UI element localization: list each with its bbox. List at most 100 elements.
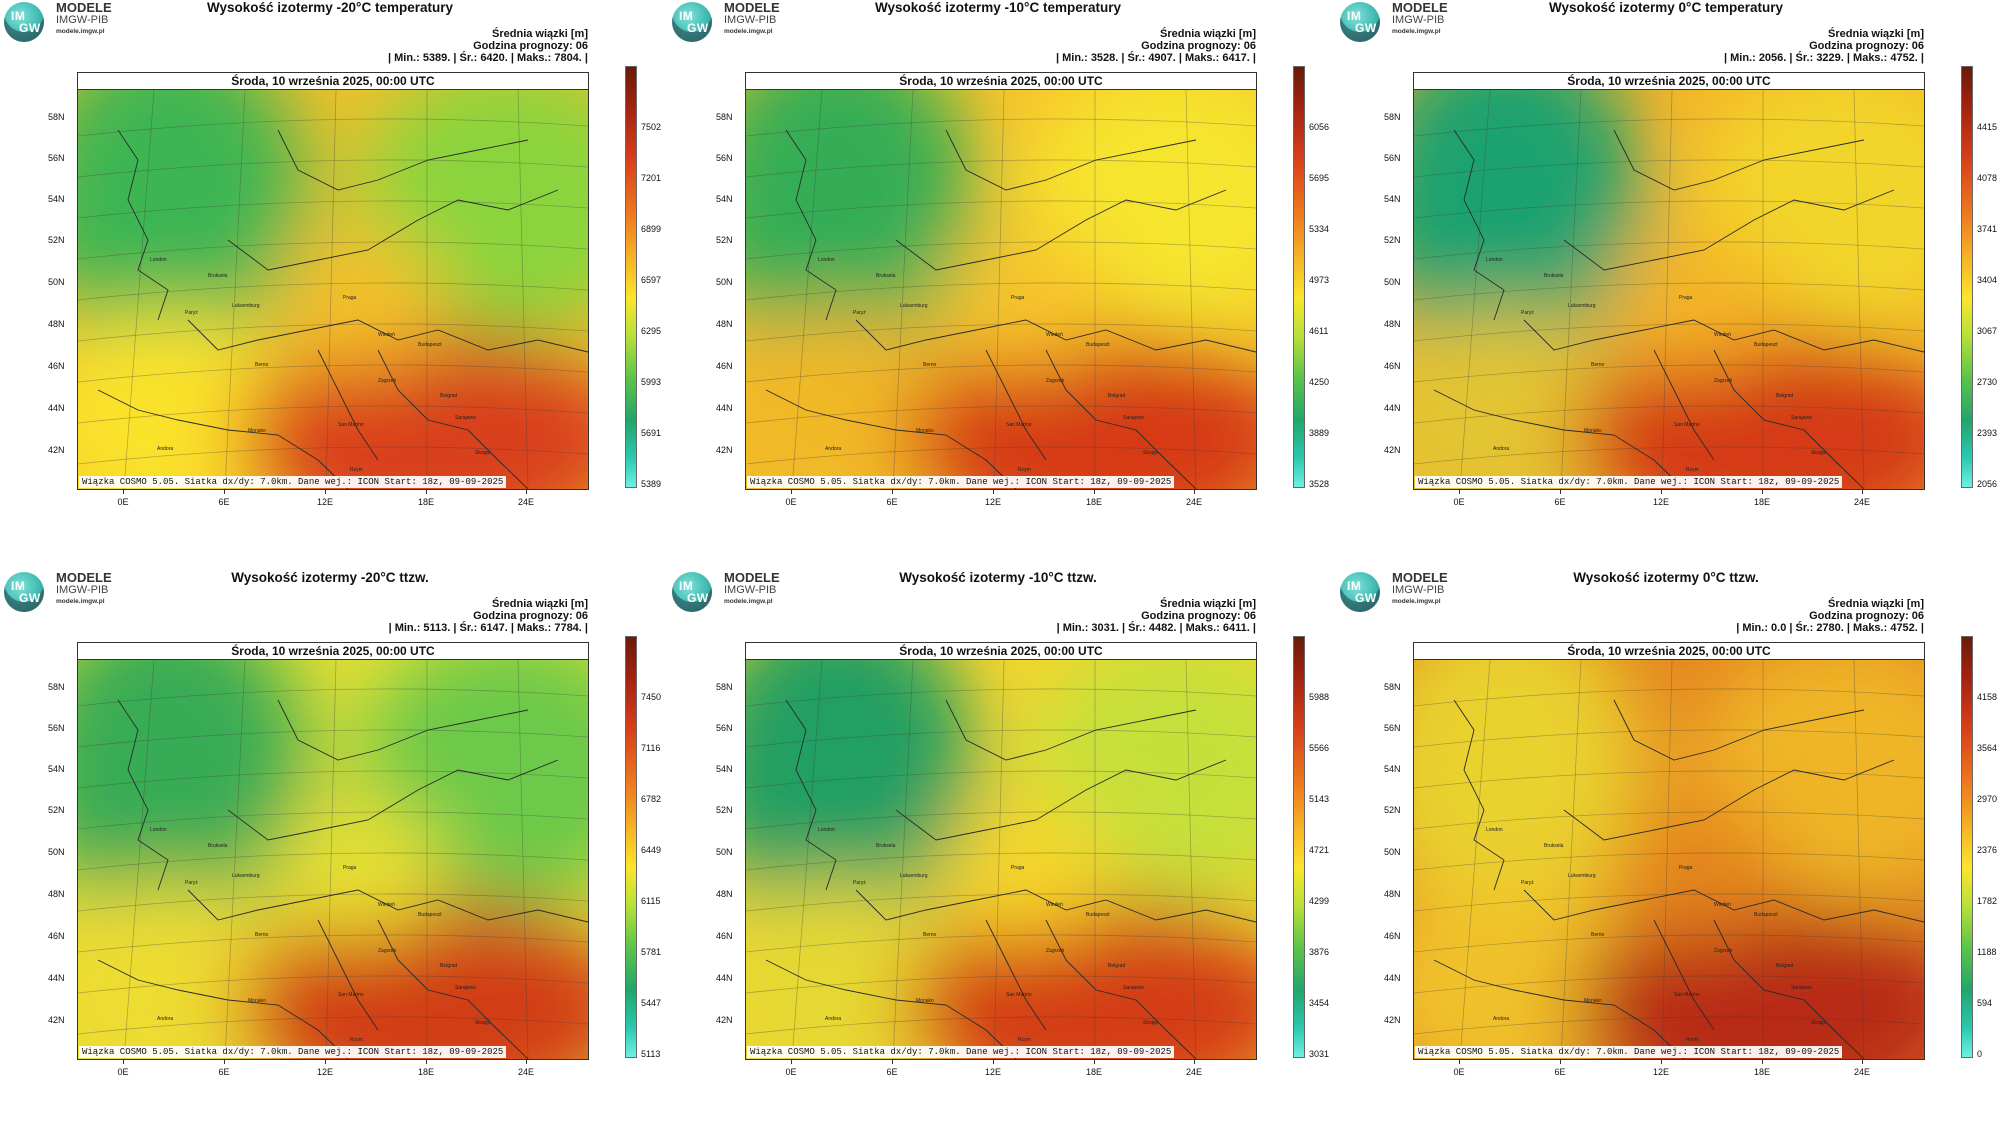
city-label: Wiedeń [378, 332, 395, 338]
logo-url: modele.imgw.pl [724, 598, 773, 605]
city-label: Wiedeń [1714, 902, 1731, 908]
lat-label: 56N [1384, 723, 1401, 733]
map-area[interactable]: Środa, 10 września 2025, 00:00 UTC Wiązka… [1413, 72, 1925, 490]
map-area[interactable]: Środa, 10 września 2025, 00:00 UTC Wiązka… [745, 642, 1257, 1060]
lat-label: 46N [1384, 931, 1401, 941]
city-label: Monako [1584, 428, 1602, 434]
city-label: Bruksela [208, 273, 228, 279]
city-label: Rzym [1686, 1037, 1699, 1043]
stats-values: | Min.: 0.0 | Śr.: 2780. | Maks.: 4752. … [1736, 622, 1924, 634]
logo-text: MODELE IMGW-PIB modele.imgw.pl [56, 1, 112, 38]
lat-label: 56N [1384, 153, 1401, 163]
colorbar-tick-label: 6449 [641, 845, 662, 855]
lon-tick [526, 489, 527, 494]
lon-tick [791, 489, 792, 494]
lon-tick [993, 1059, 994, 1064]
map-area[interactable]: Środa, 10 września 2025, 00:00 UTC Wiązka… [1413, 642, 1925, 1060]
field-canvas [746, 90, 1256, 489]
city-label: Sarajewo [1791, 985, 1812, 991]
city-label: Belgrad [1108, 393, 1126, 399]
logo-org: IMGW-PIB [56, 14, 109, 26]
colorbar-tick-label: 2376 [1977, 845, 1998, 855]
lon-tick [123, 489, 124, 494]
logo-text: MODELE IMGW-PIB modele.imgw.pl [1392, 1, 1448, 38]
city-label: Sarajewo [1123, 985, 1144, 991]
lon-tick [426, 489, 427, 494]
lon-label: 12E [1652, 1067, 1670, 1077]
logo-text: MODELE IMGW-PIB modele.imgw.pl [724, 1, 780, 38]
lat-label: 50N [48, 277, 65, 287]
forecast-hour: Godzina prognozy: 06 [473, 40, 588, 52]
city-label: Bruksela [876, 273, 896, 279]
lat-label: 50N [1384, 277, 1401, 287]
colorbar-tick-label: 7116 [641, 743, 661, 753]
lat-label: 42N [48, 1015, 65, 1025]
city-label: Skopje [1811, 450, 1827, 456]
lon-label: 12E [984, 497, 1002, 507]
lon-label: 24E [517, 1067, 535, 1077]
city-label: Rzym [1686, 467, 1699, 473]
logo-text: MODELE IMGW-PIB modele.imgw.pl [1392, 571, 1448, 608]
lon-label: 12E [316, 497, 334, 507]
city-label: Zagrzeb [378, 378, 397, 384]
logo-name: MODELE [56, 570, 112, 585]
model-footer: Wiązka COSMO 5.05. Siatka dx/dy: 7.0km. … [79, 476, 507, 488]
logo-url: modele.imgw.pl [1392, 28, 1441, 35]
city-label: Andora [157, 1016, 174, 1022]
lon-label: 18E [1753, 1067, 1771, 1077]
stats-values: | Min.: 5389. | Śr.: 6420. | Maks.: 7804… [387, 52, 588, 64]
city-label: Rzym [1018, 1037, 1031, 1043]
map-panel: IM GW MODELE IMGW-PIB modele.imgw.pl Wysokość… [0, 570, 662, 1130]
city-label: Monako [916, 428, 934, 434]
lat-label: 48N [1384, 319, 1401, 329]
city-label: Wiedeń [378, 902, 395, 908]
colorbar-tick-label: 2056 [1977, 479, 1998, 489]
lat-label: 52N [1384, 805, 1401, 815]
height-field [746, 660, 1256, 1059]
lat-label: 46N [716, 931, 733, 941]
lon-tick [993, 489, 994, 494]
height-field [746, 90, 1256, 489]
height-field [1414, 660, 1924, 1059]
colorbar-tick-label: 3454 [1309, 998, 1330, 1008]
lat-label: 46N [48, 931, 65, 941]
map-area[interactable]: Środa, 10 września 2025, 00:00 UTC Wiązka… [77, 642, 589, 1060]
city-label: Paryż [1521, 310, 1534, 316]
city-label: London [818, 827, 835, 833]
lat-label: 42N [1384, 445, 1401, 455]
lat-label: 44N [716, 403, 733, 413]
stats-block: Średnia wiązki [m] Godzina prognozy: 06 | … [1056, 28, 1256, 64]
city-label: Rzym [350, 1037, 363, 1043]
city-label: Wiedeń [1714, 332, 1731, 338]
colorbar-tick-label: 5143 [1309, 794, 1330, 804]
lat-label: 50N [716, 277, 733, 287]
lat-label: 54N [48, 194, 65, 204]
colorbar-tick-label: 3741 [1977, 224, 1998, 234]
colorbar-tick-label: 1782 [1977, 896, 1998, 906]
city-label: Andora [1493, 446, 1510, 452]
lat-label: 42N [716, 445, 733, 455]
lon-label: 0E [1453, 497, 1465, 507]
height-field [1414, 90, 1924, 489]
colorbar-tick-label: 2393 [1977, 428, 1998, 438]
colorbar-tick-label: 3031 [1309, 1049, 1330, 1059]
city-label: Wiedeń [1046, 902, 1063, 908]
lat-label: 54N [1384, 194, 1401, 204]
logo-badge-icon: IM GW [672, 2, 712, 42]
lon-label: 24E [1853, 497, 1871, 507]
colorbar-tick-label: 7201 [641, 173, 662, 183]
colorbar-tick-label: 6597 [641, 275, 662, 285]
lon-tick [1459, 1059, 1460, 1064]
city-label: Berno [1591, 362, 1605, 368]
city-label: Praga [1011, 865, 1025, 871]
logo-badge-bottom: GW [19, 591, 41, 605]
map-date-header: Środa, 10 września 2025, 00:00 UTC [746, 643, 1256, 660]
map-area[interactable]: Środa, 10 września 2025, 00:00 UTC Wiązka… [77, 72, 589, 490]
lon-tick [1094, 1059, 1095, 1064]
model-footer: Wiązka COSMO 5.05. Siatka dx/dy: 7.0km. … [1415, 476, 1843, 488]
colorbar-tick-label: 1188 [1977, 947, 1997, 957]
lon-label: 18E [417, 497, 435, 507]
map-panel: IM GW MODELE IMGW-PIB modele.imgw.pl Wysokość… [668, 570, 1330, 1130]
map-area[interactable]: Środa, 10 września 2025, 00:00 UTC Wiązka… [745, 72, 1257, 490]
lon-label: 12E [316, 1067, 334, 1077]
